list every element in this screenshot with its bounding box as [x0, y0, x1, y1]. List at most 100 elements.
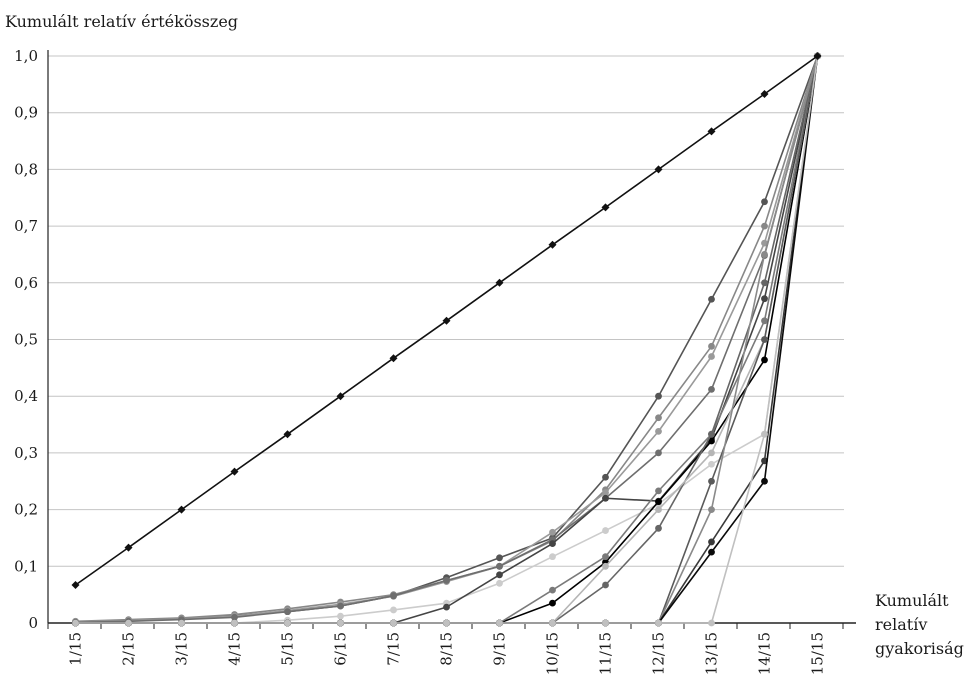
data-point: [761, 279, 768, 287]
x-axis-label-line-3: gyakoriság: [875, 639, 964, 658]
data-point: [602, 527, 609, 534]
x-axis-label-line-2: relatív: [875, 615, 927, 634]
data-point: [125, 619, 132, 627]
x-tick-label: 11/15: [597, 632, 615, 675]
data-point: [337, 612, 344, 620]
data-point: [761, 356, 768, 364]
y-tick-label: 1,0: [14, 47, 38, 65]
data-point: [549, 528, 556, 536]
y-tick-label: 0,4: [14, 387, 38, 405]
data-point: [708, 295, 715, 303]
series-line: [75, 55, 819, 623]
data-point: [124, 543, 133, 552]
data-point: [230, 467, 239, 476]
y-tick-label: 0: [28, 614, 38, 632]
series-2: [72, 52, 821, 625]
data-point: [760, 89, 769, 98]
x-tick-label: 3/15: [173, 632, 191, 666]
data-point: [601, 203, 610, 212]
data-point: [761, 251, 768, 258]
data-point: [761, 295, 768, 303]
x-tick-label: 8/15: [438, 632, 456, 666]
data-point: [761, 222, 768, 230]
data-point: [707, 127, 716, 136]
data-point: [390, 606, 397, 614]
data-point: [496, 579, 503, 587]
data-point: [708, 619, 715, 627]
x-tick-label: 13/15: [703, 632, 721, 675]
data-point: [708, 385, 715, 393]
data-point: [813, 52, 822, 60]
data-point: [549, 599, 556, 607]
y-tick-label: 0,1: [14, 557, 38, 575]
y-tick-label: 0,5: [14, 331, 38, 349]
data-point: [761, 239, 768, 247]
series-group: [71, 52, 822, 627]
data-point: [761, 198, 768, 206]
series-3: [72, 52, 821, 626]
x-axis-label-line-1: Kumulált: [875, 591, 949, 610]
data-point: [496, 562, 503, 570]
data-point: [602, 489, 609, 496]
data-point: [602, 553, 609, 561]
data-point: [496, 571, 503, 579]
x-axis-label: Kumulált relatív gyakoriság: [875, 591, 964, 658]
y-tick-label: 0,7: [14, 217, 38, 235]
data-point: [655, 449, 662, 457]
data-point: [655, 619, 662, 627]
y-tick-labels: 0 0,1 0,2 0,3 0,4 0,5 0,6 0,7 0,8 0,9 1,0: [14, 47, 38, 632]
data-point: [548, 240, 557, 249]
y-tick-label: 0,6: [14, 274, 38, 292]
data-point: [761, 430, 768, 438]
data-point: [708, 430, 715, 438]
x-tick-label: 6/15: [332, 632, 350, 666]
data-point: [390, 619, 397, 627]
data-point: [602, 619, 609, 627]
data-point: [549, 553, 556, 561]
data-point: [655, 392, 662, 400]
data-point: [443, 619, 450, 627]
data-point: [72, 619, 79, 627]
x-tick-label: 4/15: [226, 632, 244, 666]
series-1: [72, 52, 821, 626]
data-point: [602, 494, 609, 502]
data-point: [178, 619, 185, 627]
data-point: [443, 603, 450, 611]
data-point: [336, 392, 345, 401]
data-point: [655, 487, 662, 495]
data-point: [284, 608, 291, 616]
x-tick-labels: 1/15 2/15 3/15 4/15 5/15 6/15 7/15 8/15 9/15 10/1…: [67, 632, 827, 675]
data-point: [761, 336, 768, 343]
data-point: [71, 581, 80, 590]
data-point: [549, 586, 556, 594]
data-point: [655, 524, 662, 532]
series-0: [71, 52, 822, 590]
data-point: [708, 506, 715, 513]
data-point: [654, 165, 663, 174]
data-point: [549, 619, 556, 627]
x-tick-label: 14/15: [756, 632, 774, 675]
data-point: [761, 317, 768, 325]
data-point: [284, 619, 291, 627]
data-point: [708, 437, 715, 445]
data-point: [283, 430, 292, 439]
data-point: [442, 316, 451, 325]
x-tick-label: 2/15: [120, 632, 138, 666]
data-point: [496, 619, 503, 627]
data-point: [708, 477, 715, 485]
data-point: [602, 581, 609, 589]
data-point: [655, 414, 662, 422]
y-tick-label: 0,3: [14, 444, 38, 462]
x-tick-label: 9/15: [491, 632, 509, 666]
data-point: [708, 460, 715, 468]
data-point: [708, 548, 715, 556]
data-point: [761, 477, 768, 485]
data-point: [495, 278, 504, 287]
data-point: [231, 613, 238, 621]
data-point: [655, 427, 662, 435]
x-tick-label: 5/15: [279, 632, 297, 666]
gridlines: [48, 55, 844, 567]
y-axis-label: Kumulált relatív értékösszeg: [5, 12, 238, 31]
data-point: [708, 353, 715, 360]
